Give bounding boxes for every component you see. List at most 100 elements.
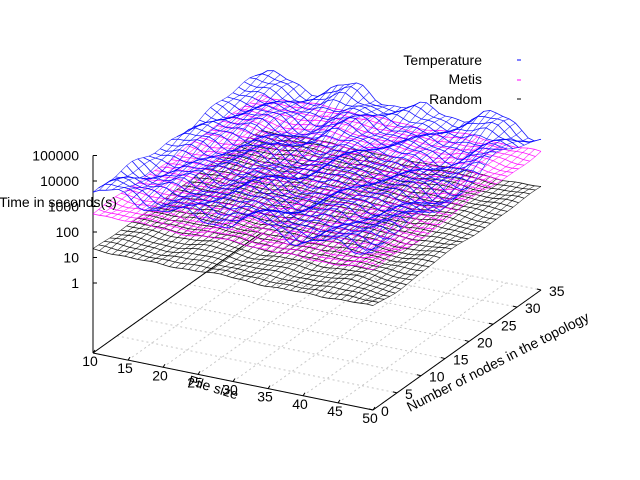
surface-line — [353, 182, 523, 303]
surface-line — [353, 147, 523, 266]
surface-line — [372, 151, 542, 271]
surface-line — [124, 81, 293, 193]
y-tick-label: 20 — [477, 334, 493, 350]
surface-line — [309, 116, 478, 241]
x-tick-mark — [127, 356, 131, 361]
surface-line — [156, 92, 325, 211]
y-tick-mark — [536, 288, 542, 291]
x-tick-mark — [92, 349, 96, 354]
surface-line — [245, 105, 414, 217]
surface-temperature — [92, 70, 542, 255]
z-tick-label: 1000 — [48, 199, 79, 215]
y-axis-ticks: 05 10 15 20 25 30 35 — [368, 283, 565, 419]
y-tick-label: 30 — [525, 300, 541, 316]
surface-line — [334, 180, 503, 300]
x-tick-mark — [197, 371, 201, 375]
surface-line — [347, 181, 516, 302]
y-tick-mark — [392, 391, 398, 394]
gridline-x — [162, 246, 332, 368]
surface-line — [290, 119, 459, 245]
surface-line — [200, 91, 370, 222]
x-tick-label: 10 — [82, 353, 98, 369]
surface-line — [92, 94, 262, 215]
surface-line — [283, 117, 453, 238]
x-tick-mark — [302, 392, 306, 397]
surface-line — [290, 168, 459, 291]
gridline-x — [232, 261, 402, 382]
y-axis-label: Number of nodes in the topology — [404, 308, 592, 414]
surface-line — [150, 140, 319, 262]
surface-line — [169, 85, 338, 212]
x-tick-mark — [267, 385, 271, 389]
z-tick-label: 10000 — [40, 173, 79, 189]
x-tick-label: 25 — [187, 374, 203, 390]
surface-line — [341, 181, 510, 300]
surface-line — [150, 96, 319, 211]
gridline-y — [212, 266, 494, 325]
back-axis-line — [92, 232, 262, 354]
y-tick-mark — [512, 305, 518, 308]
surface-line — [188, 82, 357, 210]
surface-line — [302, 121, 472, 244]
y-tick-mark — [416, 374, 422, 377]
surface-line — [220, 105, 389, 227]
x-axis-label: File size — [187, 372, 241, 402]
z-tick-label: 1 — [71, 275, 79, 291]
surface-line — [105, 70, 274, 191]
surface-line — [341, 118, 510, 242]
surface-line — [334, 116, 503, 239]
y-tick-mark — [464, 339, 470, 342]
z-axis-label: Time in seconds(s) — [0, 194, 117, 210]
surface-line — [182, 83, 351, 208]
surface-line — [162, 87, 332, 212]
x-tick-label: 20 — [152, 367, 168, 383]
surface-line — [366, 149, 535, 269]
surface-line — [99, 70, 268, 191]
surface-line — [201, 115, 370, 237]
x-tick-label: 50 — [362, 410, 378, 426]
surface-line — [143, 139, 313, 261]
y-tick-mark — [440, 357, 446, 360]
x-tick-mark — [232, 378, 236, 382]
y-tick-label: 10 — [429, 369, 445, 385]
surface-line — [277, 130, 446, 253]
z-tick-label: 100 — [56, 224, 80, 240]
surface-line — [360, 137, 529, 255]
y-tick-mark — [488, 322, 494, 325]
y-tick-mark — [368, 408, 374, 411]
surface-line — [309, 173, 478, 294]
surface-line — [92, 248, 374, 306]
surface-line — [321, 110, 491, 241]
surface-line — [366, 140, 535, 254]
surface-line — [137, 102, 306, 223]
surface-line — [162, 142, 332, 265]
z-tick-label: 100000 — [32, 148, 79, 164]
surface-line — [118, 78, 287, 190]
gridline-y — [140, 318, 422, 377]
surface-line — [175, 84, 344, 210]
surface-line — [315, 111, 484, 241]
surface-line — [302, 134, 472, 258]
surface-line — [372, 186, 542, 306]
x-tick-label: 40 — [292, 396, 308, 412]
surface-line — [328, 112, 497, 240]
y-tick-label: 35 — [549, 283, 565, 299]
surface-line — [353, 130, 523, 254]
y-tick-label: 5 — [405, 386, 413, 402]
x-tick-label: 15 — [117, 360, 133, 376]
surface-line — [232, 122, 402, 241]
surface-line — [137, 89, 306, 208]
surface-line — [111, 74, 281, 191]
surface-line — [258, 102, 427, 220]
surface-line — [360, 184, 529, 304]
legend-label-temperature: Temperature — [403, 52, 482, 68]
x-tick-label: 30 — [222, 382, 238, 398]
surface-line — [271, 113, 440, 226]
surface-line — [150, 103, 319, 226]
surface-line — [366, 185, 535, 305]
surfaces — [92, 70, 542, 306]
x-tick-mark — [372, 406, 376, 411]
surface-line — [283, 131, 453, 254]
gridline-x — [267, 268, 437, 390]
